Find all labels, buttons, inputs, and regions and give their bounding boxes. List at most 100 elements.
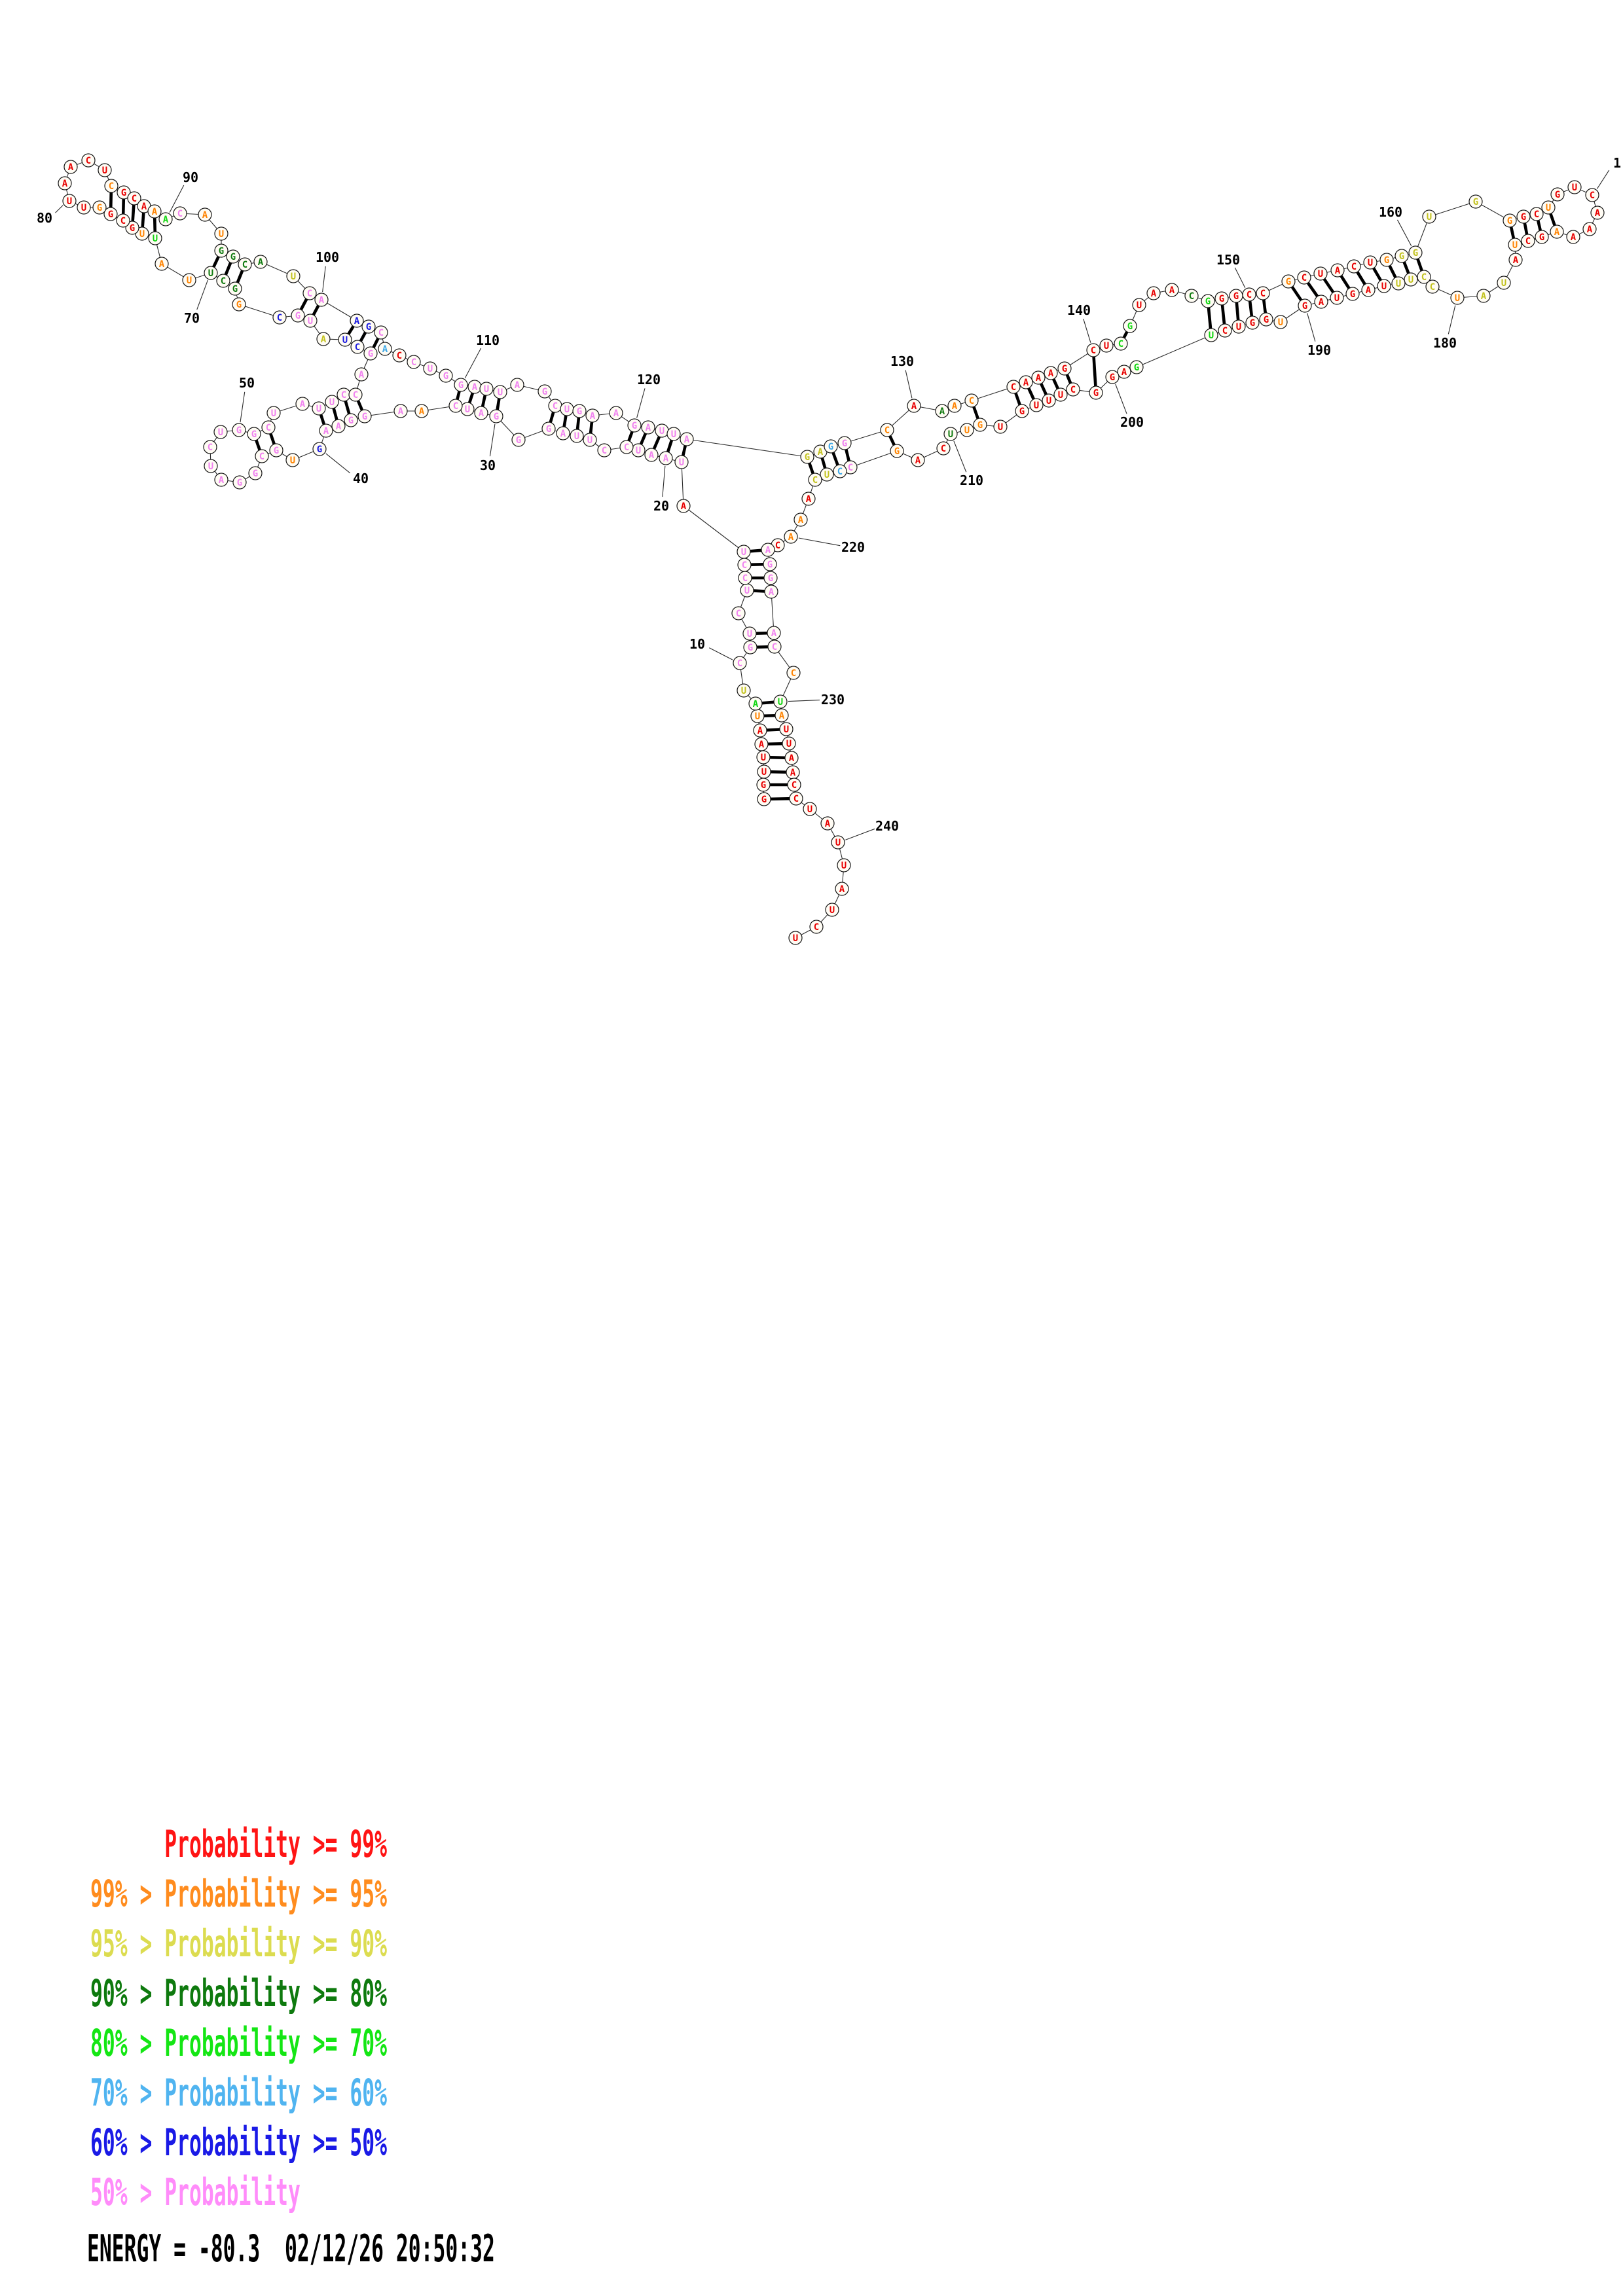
nucleotide-letter: U	[342, 335, 348, 346]
nucleotide-letter: C	[355, 342, 360, 353]
nucleotide-circle	[1089, 386, 1103, 400]
nucleotide-letter: G	[494, 412, 499, 422]
nucleotide-letter: G	[1019, 406, 1025, 417]
legend-row-90: 95% > Probability >= 90%	[90, 1922, 387, 1965]
nucleotide-circle	[786, 666, 801, 680]
nucleotide-circle	[773, 694, 788, 709]
nucleotide-circle	[203, 440, 217, 454]
nucleotide-circle	[1245, 315, 1260, 330]
nucleotide-circle	[754, 737, 769, 751]
nucleotide-circle	[1450, 291, 1465, 305]
nucleotide-circle	[784, 751, 799, 765]
nucleotide-letter: G	[219, 246, 224, 257]
nucleotide-letter: U	[316, 404, 321, 414]
label-leader-line	[464, 348, 482, 378]
nucleotide-circle	[226, 249, 240, 264]
nucleotide-letter: U	[1396, 279, 1401, 289]
nucleotide-letter: U	[671, 429, 676, 440]
legend-row-70: 80% > Probability >= 70%	[90, 2022, 387, 2065]
nucleotide-letter: U	[1236, 322, 1241, 332]
nucleotide-letter: C	[837, 467, 843, 477]
label-leader-line	[322, 266, 326, 293]
nucleotide-circle	[907, 399, 921, 413]
nucleotide-letter: U	[1512, 240, 1518, 251]
backbone-line	[971, 386, 1014, 401]
position-label: 70	[184, 310, 200, 326]
nucleotide-circle	[148, 231, 162, 245]
nucleotide-circle	[1345, 287, 1360, 301]
position-label: 120	[637, 372, 661, 387]
nucleotide-letter: C	[884, 425, 890, 436]
nucleotide-circle	[556, 426, 570, 440]
nucleotide-circle	[198, 207, 212, 222]
nucleotide-letter: A	[62, 179, 68, 189]
nucleotide-letter: A	[354, 316, 360, 327]
nucleotide-letter: U	[139, 229, 145, 240]
nucleotide-circle	[583, 433, 597, 447]
nucleotide-letter: A	[789, 753, 795, 764]
nucleotide-circle	[1508, 253, 1523, 267]
nucleotide-letter: U	[755, 711, 760, 722]
position-label: 20	[653, 498, 669, 514]
nucleotide-letter: C	[1091, 346, 1096, 356]
nucleotide-letter: U	[329, 397, 335, 408]
nucleotide-circle	[538, 384, 552, 399]
nucleotide-circle	[338, 332, 352, 347]
nucleotide-circle	[743, 640, 757, 655]
nucleotide-letter: A	[515, 380, 520, 391]
nucleotide-letter: A	[159, 259, 165, 270]
position-label: 190	[1307, 342, 1331, 358]
position-label: 140	[1067, 302, 1091, 318]
nucleotide-circle	[1590, 206, 1605, 220]
nucleotide-circle	[619, 440, 634, 454]
nucleotide-circle	[764, 584, 778, 599]
nucleotide-letter: C	[969, 396, 974, 406]
nucleotide-circle	[1019, 375, 1033, 389]
label-leader-line	[489, 423, 496, 457]
nucleotide-letter: A	[663, 454, 669, 464]
nucleotide-letter: C	[791, 668, 796, 679]
nucleotide-letter: U	[219, 229, 224, 240]
nucleotide-letter: G	[237, 478, 242, 488]
nucleotide-circle	[1184, 289, 1199, 303]
nucleotide-circle	[374, 325, 388, 340]
nucleotide-letter: A	[681, 501, 687, 512]
nucleotide-letter: U	[1104, 341, 1109, 351]
nucleotide-circle	[510, 378, 524, 392]
nucleotide-circle	[737, 683, 751, 698]
nucleotide-circle	[1129, 360, 1144, 374]
nucleotide-letter: A	[1048, 368, 1054, 379]
nucleotide-letter: C	[1118, 339, 1123, 350]
nucleotide-circle	[439, 368, 453, 383]
nucleotide-letter: U	[1318, 269, 1323, 279]
nucleotide-circle	[104, 179, 119, 193]
backbone-line	[686, 439, 808, 457]
nucleotide-circle	[92, 200, 107, 215]
nucleotide-letter: A	[1122, 367, 1127, 378]
nucleotide-circle	[269, 443, 283, 457]
nucleotide-letter: G	[1302, 301, 1307, 312]
nucleotide-letter: C	[221, 276, 226, 287]
nucleotide-letter: C	[453, 401, 458, 412]
nucleotide-letter: G	[232, 284, 238, 295]
nucleotide-letter: C	[397, 351, 402, 361]
nucleotide-letter: A	[839, 884, 845, 895]
nucleotide-letter: G	[1539, 232, 1544, 243]
nucleotide-circle	[1298, 298, 1312, 313]
nucleotide-circle	[1404, 272, 1418, 287]
nucleotide-circle	[1066, 382, 1080, 397]
nucleotide-circle	[1468, 194, 1483, 209]
nucleotide-circle	[1099, 338, 1114, 353]
nucleotide-letter: A	[818, 447, 824, 457]
nucleotide-letter: G	[1507, 216, 1512, 226]
nucleotide-letter: G	[443, 371, 448, 382]
nucleotide-circle	[302, 286, 317, 300]
nucleotide-circle	[1313, 266, 1328, 281]
nucleotide-circle	[248, 466, 263, 480]
nucleotide-letter: U	[786, 739, 792, 749]
nucleotide-letter: A	[1571, 232, 1577, 243]
nucleotide-letter: A	[590, 411, 596, 422]
nucleotide-letter: G	[236, 425, 242, 436]
nucleotide-letter: U	[824, 470, 830, 480]
